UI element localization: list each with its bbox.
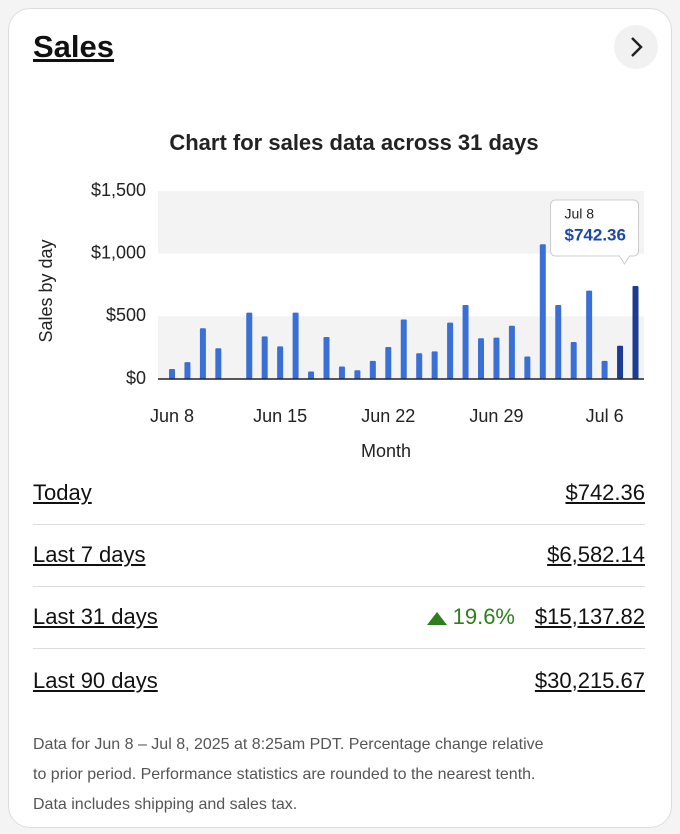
x-axis-label: Month [361,441,411,461]
bar [277,346,284,379]
chart: Chart for sales data across 31 days Sale… [36,130,644,461]
tooltip-date: Jul 8 [565,206,595,222]
x-tick-label: Jun 22 [361,406,415,426]
x-tick-label: Jul 6 [586,406,624,426]
bar [385,347,392,379]
bar [416,353,423,379]
stat-value[interactable]: $6,582.14 [547,542,645,567]
x-tick-label: Jun 8 [150,406,194,426]
bar [601,360,608,379]
bar [555,305,562,379]
bar [524,356,531,379]
y-tick-label: $500 [106,305,146,325]
stat-value[interactable]: $30,215.67 [534,668,645,693]
stat-value[interactable]: $15,137.82 [534,604,645,629]
y-tick-label: $1,000 [91,242,146,262]
bar [570,342,577,379]
tooltip-box [550,199,639,265]
bar [308,371,315,379]
stat-row: Today $742.36 [33,462,645,525]
bar [338,366,345,379]
footnote-line: Data includes shipping and sales tax. [33,796,298,813]
bar [323,337,330,379]
bar [215,348,222,379]
bar [169,368,175,379]
bar [354,370,361,379]
bar [400,319,407,379]
change-text: 19.6% [452,604,515,629]
y-tick-label: $0 [126,368,146,388]
stat-label[interactable]: Last 7 days [33,542,146,567]
bar [478,338,484,379]
bar [292,312,299,379]
stat-change: 19.6% [426,604,515,630]
next-button[interactable] [614,25,658,69]
footnote-line: Data for Jun 8 – Jul 8, 2025 at 8:25am P… [33,736,544,753]
stat-row: Last 90 days $30,215.67 [33,650,645,712]
stat-row: Last 7 days $6,582.14 [33,524,645,587]
bar [199,328,206,379]
sales-card: Sales Chart for sales data across 31 day… [8,8,672,828]
bar [617,345,624,379]
bar [508,325,515,379]
bar [261,336,268,379]
up-triangle [426,612,447,626]
stat-row: Last 31 days $15,137.82 19.6% [33,586,645,649]
tooltip-value: $742.36 [565,225,626,244]
bar [447,322,454,379]
footnote-line: to prior period. Performance statistics … [33,766,536,783]
bar [539,244,546,379]
tooltip: Jul 8 $742.36 [550,199,639,265]
bar [246,312,253,379]
chevron-icon [631,37,643,57]
bar [431,351,438,379]
bar [184,362,191,379]
x-tick-label: Jun 15 [253,406,307,426]
bar [369,360,376,379]
stat-label[interactable]: Last 90 days [33,668,158,693]
bar [493,337,500,379]
stat-label[interactable]: Today [33,480,92,505]
y-axis-label: Sales by day [36,239,56,342]
stat-label[interactable]: Last 31 days [33,604,158,629]
bar [462,305,469,379]
bar [632,285,639,379]
x-tick-label: Jun 29 [469,406,523,426]
bar [586,290,593,379]
chart-title: Chart for sales data across 31 days [169,130,538,155]
y-tick-label: $1,500 [91,180,146,200]
stat-value[interactable]: $742.36 [565,480,645,505]
card-title[interactable]: Sales [33,29,115,64]
